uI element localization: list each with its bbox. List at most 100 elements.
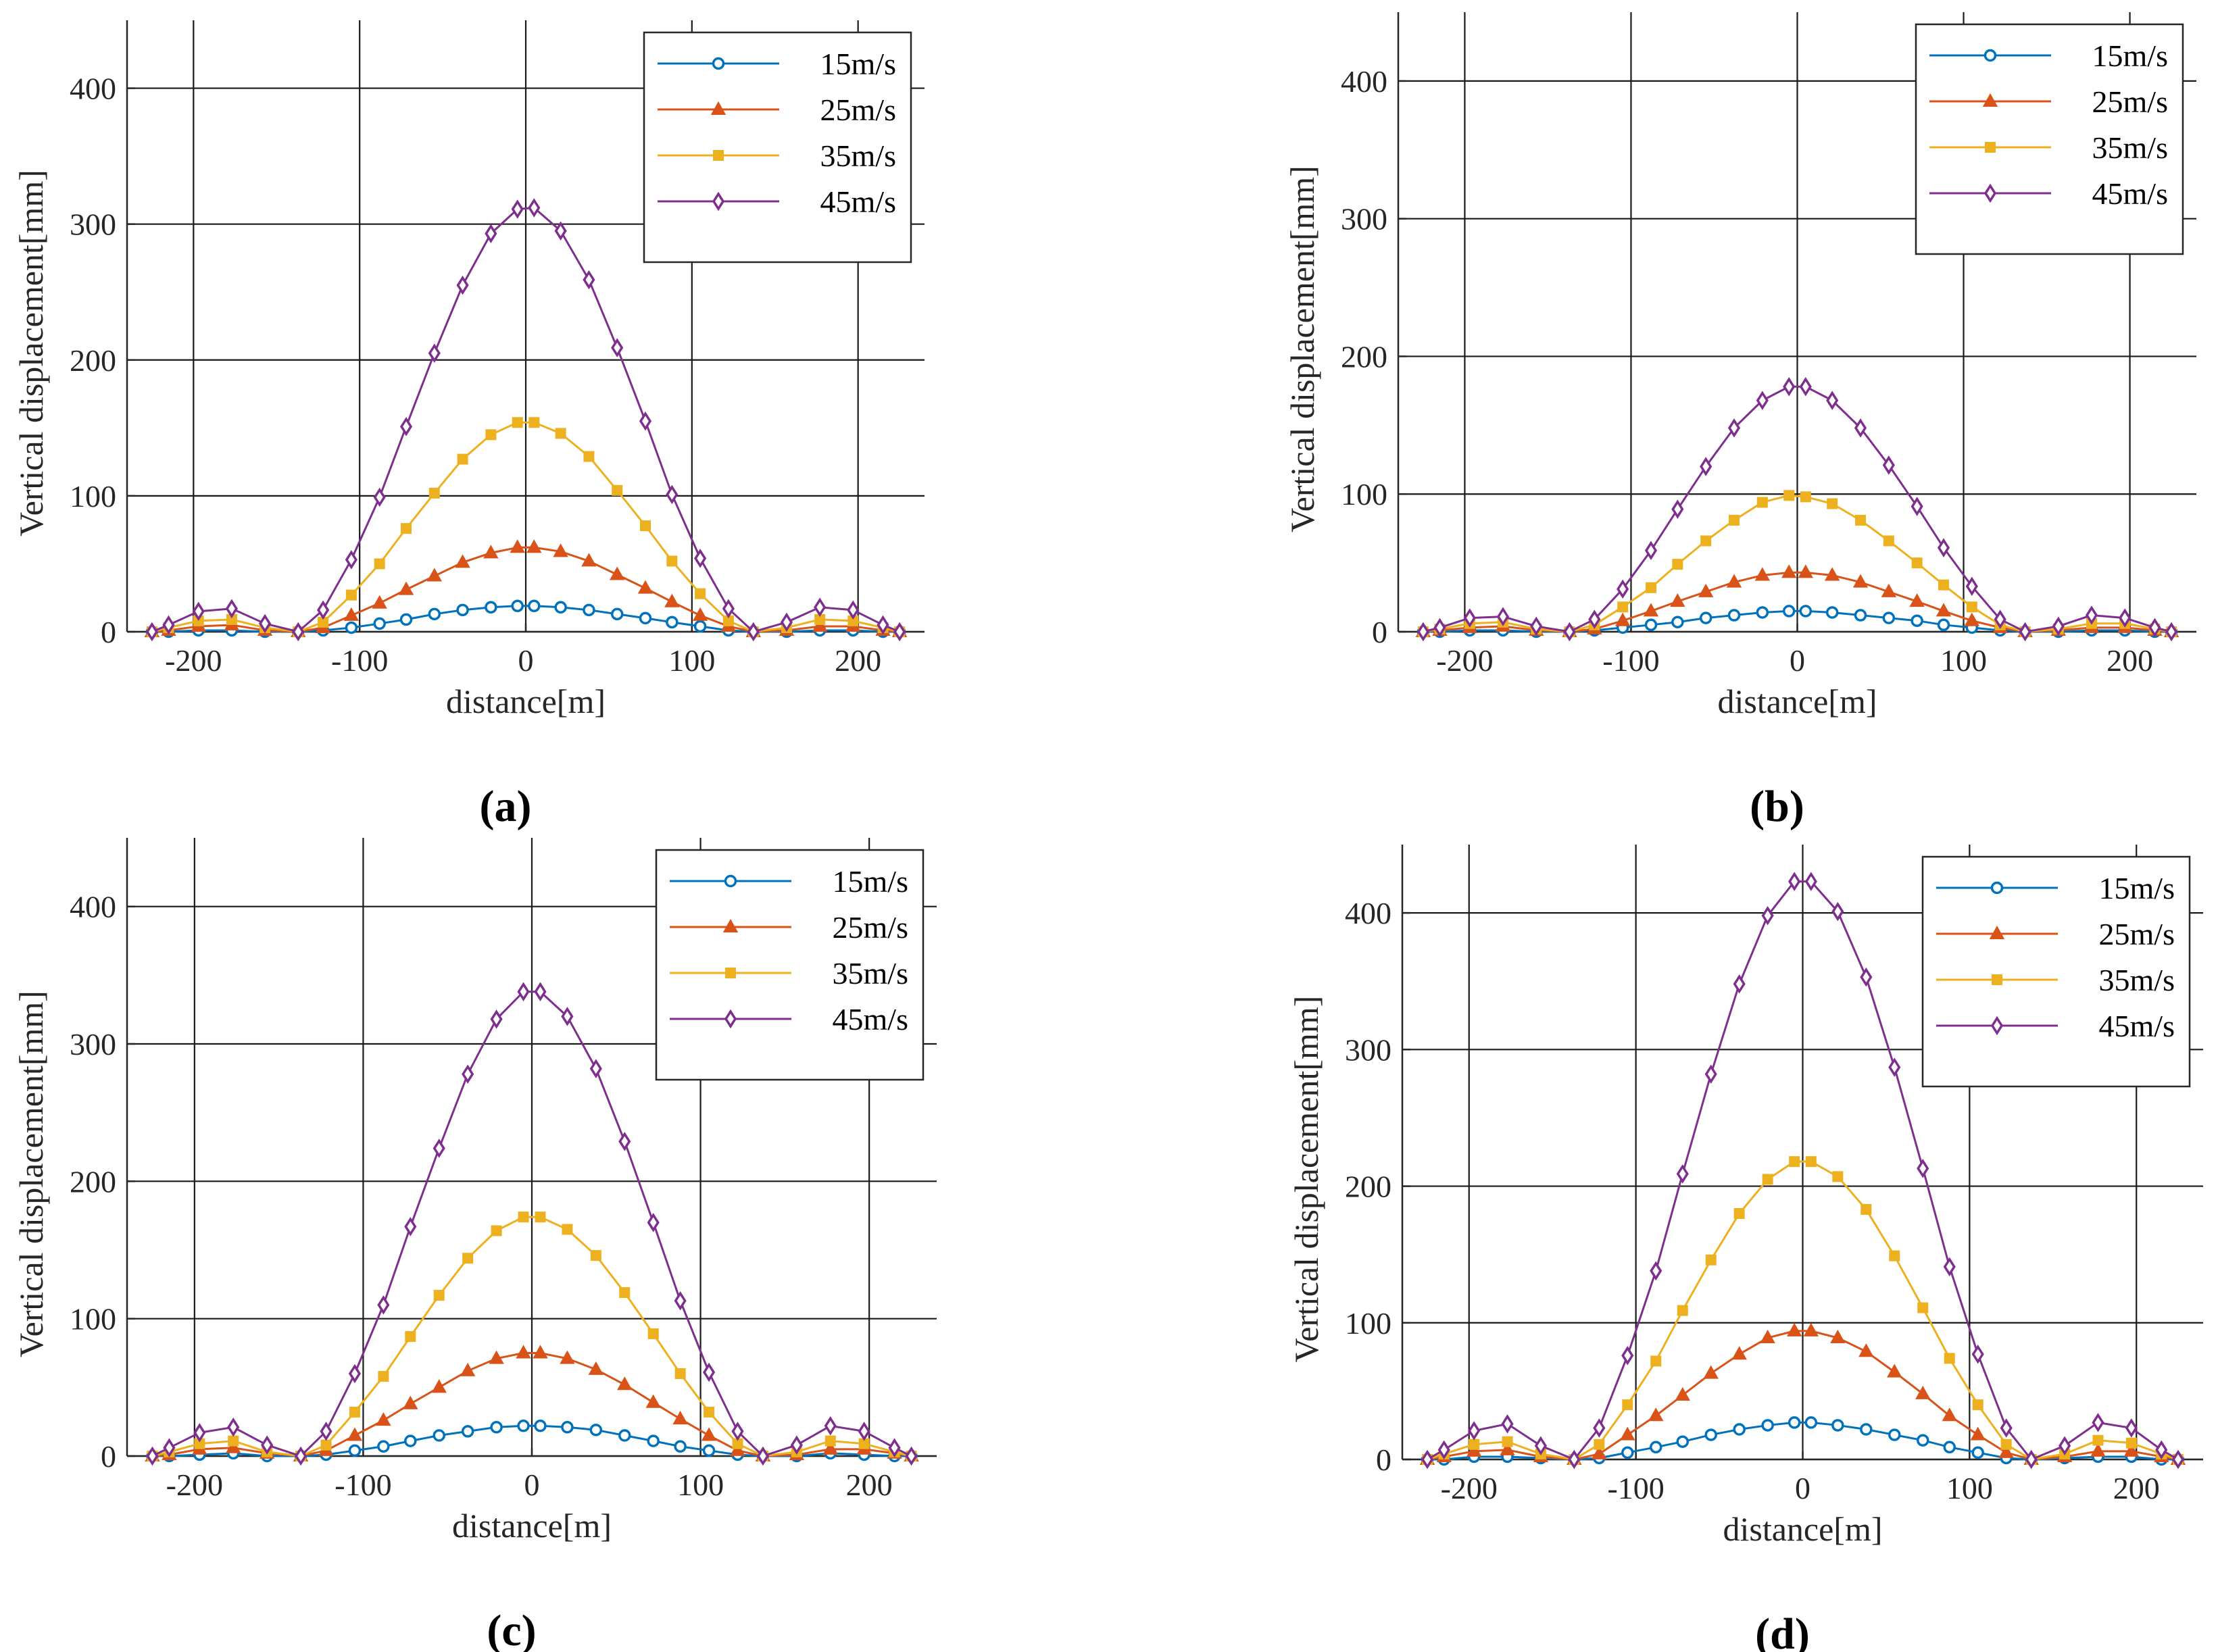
data-point: [695, 588, 706, 599]
data-point: [639, 611, 652, 625]
x-tick-label: -100: [1607, 1471, 1664, 1505]
series-line: [152, 1216, 912, 1457]
legend-marker: [1983, 183, 1997, 203]
data-point: [345, 589, 357, 601]
data-point: [905, 1446, 918, 1466]
data-point: [373, 617, 386, 630]
x-tick-label: 0: [1790, 643, 1805, 678]
data-point: [2125, 1437, 2137, 1449]
data-point: [457, 453, 468, 465]
y-tick-label: 100: [70, 1302, 116, 1336]
legend-label: 15m/s: [833, 864, 908, 899]
x-axis-label: distance[m]: [452, 1507, 612, 1545]
data-point: [1964, 612, 1980, 626]
legend-marker: [1989, 925, 2005, 939]
data-point: [1915, 1385, 1931, 1399]
data-point: [1998, 1444, 2014, 1458]
data-point: [1703, 1365, 1719, 1379]
data-point: [1825, 606, 1839, 619]
x-tick-label: -200: [1436, 643, 1493, 678]
data-point: [373, 487, 386, 507]
data-point: [512, 417, 523, 428]
data-point: [1799, 605, 1813, 618]
x-tick-label: 0: [524, 1468, 540, 1502]
data-point: [225, 599, 238, 619]
data-point: [1704, 1064, 1717, 1084]
data-point: [554, 221, 567, 241]
grid: [1398, 12, 2196, 633]
y-tick-label: 300: [1345, 1032, 1391, 1067]
data-point: [1671, 499, 1684, 519]
data-point: [1804, 1416, 1818, 1429]
data-point: [1971, 1446, 1984, 1459]
series-line: [1427, 1160, 2179, 1461]
data-point: [528, 417, 540, 428]
y-tick-label: 100: [1341, 477, 1387, 511]
y-tick-label: 200: [70, 343, 116, 378]
data-point: [1972, 1399, 1983, 1411]
y-tick-label: 300: [1341, 202, 1387, 236]
data-point: [1761, 1419, 1774, 1432]
panel-label: (a): [480, 782, 532, 831]
data-point: [666, 484, 679, 505]
data-point: [1944, 1353, 1955, 1364]
data-point: [664, 593, 680, 607]
data-point: [1831, 1419, 1844, 1432]
data-point: [485, 601, 497, 614]
data-point: [1831, 901, 1844, 922]
data-point: [1889, 1250, 1900, 1261]
data-point: [490, 1421, 503, 1434]
data-point: [1788, 1416, 1801, 1429]
data-point: [588, 1361, 604, 1375]
data-point: [483, 545, 499, 559]
legend-marker: [1990, 1016, 2004, 1036]
data-point: [2155, 1440, 2168, 1460]
data-point: [345, 550, 358, 570]
data-point: [1887, 1363, 1902, 1378]
data-point: [824, 1416, 837, 1436]
panel-label: (b): [1750, 782, 1804, 831]
data-point: [693, 620, 707, 633]
x-tick-label: 200: [2113, 1471, 2160, 1505]
data-point: [562, 1224, 573, 1235]
x-tick-label: 200: [846, 1468, 893, 1502]
series-45m-per-s: [146, 982, 918, 1466]
data-point: [517, 1420, 530, 1432]
data-point: [822, 1441, 838, 1455]
data-point: [2123, 1443, 2140, 1457]
data-point: [404, 1217, 417, 1236]
data-point: [704, 1406, 715, 1418]
data-point: [888, 1438, 901, 1458]
data-point: [2059, 1436, 2071, 1456]
data-point: [1909, 593, 1925, 607]
data-point: [692, 607, 708, 621]
data-point: [583, 603, 595, 617]
data-point: [1937, 618, 1950, 632]
x-axis-label: distance[m]: [446, 682, 606, 720]
data-point: [404, 1434, 417, 1447]
legend: 15m/s 25m/s 35m/s 45m/s: [655, 849, 925, 1081]
data-point: [553, 543, 568, 557]
data-point: [1805, 1156, 1817, 1168]
data-point: [1882, 455, 1895, 475]
data-point: [1937, 538, 1950, 557]
series-line: [1423, 385, 2172, 633]
data-point: [1650, 1261, 1662, 1281]
legend-label: 35m/s: [820, 139, 896, 173]
legend-label: 25m/s: [820, 93, 896, 127]
data-point: [1788, 872, 1801, 891]
data-point: [1671, 616, 1684, 628]
data-point: [426, 568, 442, 582]
legend-label: 45m/s: [833, 1002, 908, 1036]
legend-box: [643, 31, 912, 264]
chart-panel-c: -200 -100 0 100 200 0 100 200 300 400 distance[m] V…: [12, 838, 937, 1652]
chart-panel-a: -200 -100 0 100 200 0 100 200 300 400 distance[m] V…: [12, 20, 925, 831]
legend-label: 15m/s: [820, 47, 896, 81]
data-point: [555, 428, 566, 439]
data-point: [1437, 1440, 1450, 1460]
data-point: [261, 1435, 274, 1455]
y-tick-label: 200: [1345, 1170, 1391, 1204]
y-axis-label: Vertical displacement[mm]: [1287, 996, 1325, 1363]
data-point: [1800, 491, 1811, 503]
data-point: [1830, 1329, 1846, 1344]
